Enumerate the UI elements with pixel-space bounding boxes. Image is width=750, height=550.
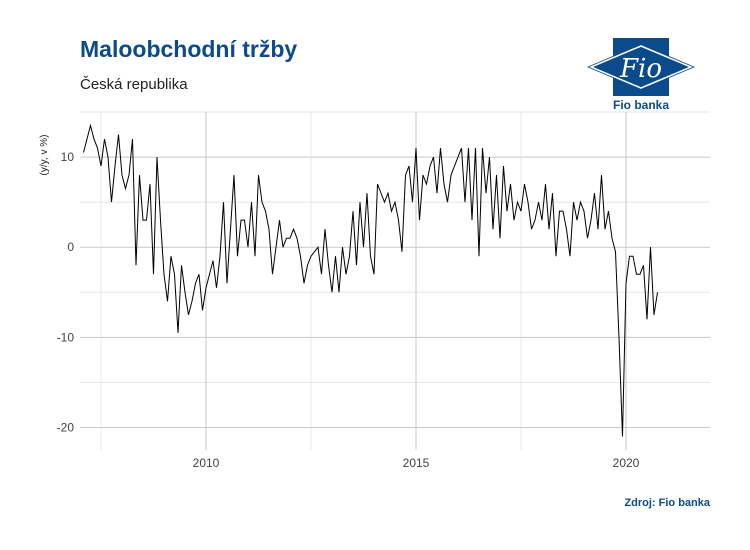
x-tick-label: 2010: [193, 456, 220, 470]
y-tick-label: -20: [57, 420, 75, 434]
y-axis-label: (y/y, v %): [39, 135, 50, 176]
series-line: [83, 123, 658, 437]
fio-logo-name: Fio banka: [612, 98, 669, 112]
y-tick-label: 10: [61, 150, 75, 164]
fio-logo-icon: Fio: [587, 38, 695, 96]
y-tick-label: 0: [67, 240, 74, 254]
fio-logo-mark: Fio: [619, 54, 662, 84]
y-tick-label: -10: [57, 330, 75, 344]
x-tick-label: 2015: [403, 456, 430, 470]
source-note: Zdroj: Fio banka: [624, 497, 710, 509]
chart-title: Maloobchodní tržby: [80, 36, 298, 62]
x-tick-label: 2020: [613, 456, 640, 470]
chart-subtitle: Česká republika: [80, 76, 188, 93]
fio-logo: Fio Fio banka: [585, 36, 697, 116]
